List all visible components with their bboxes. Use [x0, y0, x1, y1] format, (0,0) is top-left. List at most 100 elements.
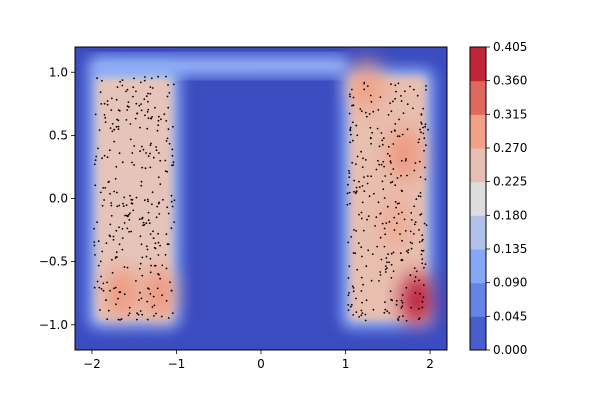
- sample-point: [400, 95, 402, 97]
- sample-point: [125, 119, 128, 121]
- sample-point: [362, 283, 364, 286]
- sample-point: [382, 137, 385, 140]
- sample-point: [117, 297, 119, 300]
- sample-point: [119, 291, 122, 293]
- sample-point: [420, 253, 423, 256]
- sample-point: [379, 236, 382, 239]
- sample-point: [352, 290, 355, 293]
- sample-point: [381, 139, 384, 142]
- sample-point: [373, 192, 375, 195]
- sample-point: [405, 250, 408, 253]
- sample-point: [155, 216, 158, 219]
- sample-point: [166, 95, 169, 98]
- sample-point: [161, 294, 164, 297]
- sample-point: [113, 287, 115, 290]
- sample-point: [371, 253, 374, 256]
- colorbar-band: [470, 215, 486, 250]
- sample-point: [167, 84, 169, 86]
- sample-point: [140, 297, 143, 300]
- sample-point: [413, 267, 416, 269]
- colorbar-band: [470, 47, 486, 82]
- sample-point: [127, 213, 130, 216]
- sample-point: [397, 213, 400, 215]
- sample-point: [351, 121, 354, 124]
- sample-point: [390, 252, 393, 255]
- sample-point: [106, 281, 108, 284]
- sample-point: [155, 146, 158, 148]
- sample-point: [127, 215, 129, 218]
- sample-point: [412, 88, 415, 91]
- sample-point: [411, 242, 414, 245]
- sample-point: [139, 150, 141, 153]
- sample-point: [424, 123, 427, 126]
- sample-point: [378, 145, 381, 148]
- sample-point: [417, 307, 420, 310]
- sample-point: [121, 161, 124, 164]
- sample-point: [96, 280, 99, 283]
- sample-point: [417, 141, 420, 144]
- sample-point: [153, 315, 155, 317]
- sample-point: [139, 81, 142, 84]
- sample-point: [149, 257, 152, 260]
- sample-point: [147, 211, 150, 214]
- sample-point: [121, 248, 124, 251]
- sample-point: [128, 306, 131, 309]
- density-region-left-column: [95, 76, 173, 321]
- sample-point: [127, 101, 130, 103]
- sample-point: [120, 318, 123, 320]
- sample-point: [420, 123, 423, 125]
- sample-point: [353, 190, 355, 193]
- sample-point: [101, 204, 104, 207]
- sample-point: [403, 218, 406, 221]
- colorbar-band: [470, 249, 486, 284]
- sample-point: [366, 218, 368, 221]
- sample-point: [360, 246, 363, 249]
- sample-point: [130, 202, 133, 205]
- sample-point: [369, 137, 372, 140]
- sample-point: [100, 288, 103, 290]
- sample-point: [395, 90, 397, 93]
- sample-point: [173, 221, 176, 224]
- sample-point: [400, 100, 403, 102]
- sample-point: [155, 149, 158, 152]
- sample-point: [357, 242, 360, 245]
- sample-point: [128, 312, 131, 315]
- sample-point: [157, 241, 160, 244]
- sample-point: [118, 204, 121, 207]
- sample-point: [168, 92, 171, 94]
- sample-point: [417, 195, 420, 197]
- sample-point: [150, 142, 152, 145]
- colorbar-band: [470, 282, 486, 317]
- y-tick-label: 0.0: [49, 192, 68, 206]
- sample-point: [351, 161, 354, 164]
- sample-point: [170, 227, 173, 230]
- sample-point: [425, 144, 427, 147]
- density-layer: [87, 55, 435, 329]
- sample-point: [112, 235, 115, 238]
- sample-point: [170, 194, 173, 197]
- sample-point: [394, 123, 397, 125]
- hotspot-2: [401, 273, 434, 326]
- sample-point: [103, 199, 105, 201]
- sample-point: [398, 202, 400, 205]
- sample-point: [346, 192, 349, 195]
- sample-point: [384, 265, 387, 267]
- sample-point: [115, 98, 118, 101]
- sample-point: [380, 163, 383, 166]
- sample-point: [159, 244, 162, 247]
- sample-point: [149, 92, 152, 95]
- sample-point: [161, 264, 164, 267]
- sample-point: [166, 137, 169, 140]
- sample-point: [141, 256, 144, 259]
- sample-point: [394, 130, 396, 132]
- sample-point: [116, 118, 118, 121]
- sample-point: [420, 213, 423, 215]
- sample-point: [105, 242, 108, 245]
- sample-point: [140, 243, 143, 246]
- sample-point: [154, 106, 156, 109]
- sample-point: [380, 132, 383, 134]
- sample-point: [139, 262, 142, 265]
- sample-point: [422, 249, 425, 252]
- sample-point: [360, 276, 363, 279]
- sample-point: [349, 95, 351, 98]
